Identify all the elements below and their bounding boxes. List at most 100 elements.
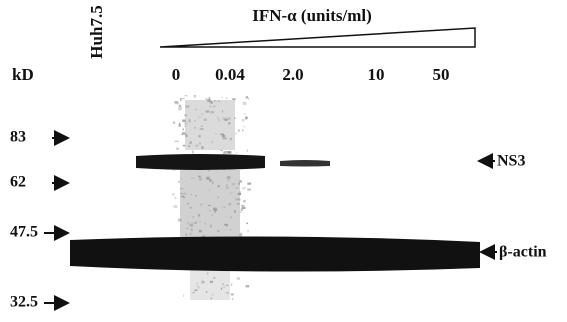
speckle <box>189 224 193 227</box>
speckle <box>244 113 246 114</box>
speckle <box>206 98 207 100</box>
marker-label: 32.5 <box>10 294 38 311</box>
speckle <box>230 138 232 140</box>
speckle <box>211 298 212 300</box>
speckle <box>182 119 186 122</box>
speckle <box>192 222 193 223</box>
speckle <box>228 117 231 120</box>
marker-label: 62 <box>10 174 26 191</box>
speckle <box>200 221 201 223</box>
speckle <box>217 117 218 120</box>
speckle <box>241 205 245 207</box>
speckle <box>194 222 197 224</box>
speckle <box>227 176 231 178</box>
speckle <box>232 298 233 300</box>
speckle <box>231 293 234 295</box>
speckle <box>222 110 223 112</box>
marker-label: 47.5 <box>10 224 38 241</box>
dose-wedge <box>160 28 475 47</box>
speckle <box>230 217 231 219</box>
speckle <box>185 95 188 96</box>
speckle <box>185 125 187 127</box>
lane-label: 50 <box>433 65 450 84</box>
speckle <box>220 134 224 135</box>
speckle <box>213 277 215 279</box>
marker-label: 83 <box>10 129 26 146</box>
speckle <box>237 199 240 201</box>
speckle <box>199 142 201 145</box>
speckle <box>218 101 221 102</box>
speckle <box>179 122 180 124</box>
speckle <box>226 185 228 186</box>
speckle <box>194 127 195 129</box>
speckle <box>246 223 248 224</box>
speckle <box>210 106 212 108</box>
speckle <box>187 222 188 224</box>
speckle <box>186 228 188 229</box>
speckle <box>231 283 232 286</box>
speckle <box>180 193 182 194</box>
speckle <box>212 141 213 144</box>
speckle <box>199 135 201 137</box>
speckle <box>228 122 230 125</box>
speckle <box>174 205 177 208</box>
speckle <box>183 294 184 297</box>
speckle <box>191 228 193 231</box>
speckle <box>235 198 236 201</box>
speckle <box>209 210 210 211</box>
marker-labels: 83 62 47.5 32.5 <box>10 129 68 311</box>
speckle <box>192 151 194 154</box>
speckle <box>218 119 220 121</box>
speckle <box>227 179 229 181</box>
speckle <box>180 178 182 180</box>
speckle <box>210 225 211 228</box>
unit-label: kD <box>12 65 34 84</box>
speckle <box>174 197 176 199</box>
speckle <box>230 229 231 230</box>
speckle <box>223 206 225 207</box>
speckle <box>238 193 241 195</box>
lane-label: 10 <box>368 65 385 84</box>
speckle <box>237 277 240 280</box>
lane-label: 0.04 <box>215 65 245 84</box>
speckle <box>247 189 251 191</box>
speckle <box>238 184 240 185</box>
speckle <box>247 183 251 185</box>
speckle <box>201 281 204 284</box>
speckle <box>222 97 223 98</box>
speckle <box>228 203 231 205</box>
speckle <box>193 292 195 293</box>
speckle <box>201 114 204 115</box>
speckle <box>189 141 191 144</box>
speckle <box>175 102 179 104</box>
speckle <box>194 290 197 291</box>
speckle <box>223 138 227 140</box>
speckle <box>183 145 186 147</box>
speckle <box>176 148 178 150</box>
speckle <box>206 177 209 180</box>
speckle <box>190 207 192 208</box>
speckle <box>232 183 235 186</box>
speckle <box>240 212 241 213</box>
speckle <box>206 291 208 293</box>
ns3-band-faint <box>280 160 330 167</box>
speckle <box>248 98 249 99</box>
speckle <box>201 146 203 149</box>
treatment-label: IFN-α (units/ml) <box>252 6 372 25</box>
speckle <box>188 145 190 147</box>
speckle <box>224 224 227 226</box>
speckle <box>244 126 246 127</box>
speckle <box>237 203 240 204</box>
speckle <box>194 95 196 97</box>
speckle <box>181 195 184 197</box>
speckle <box>246 285 250 287</box>
speckle <box>218 230 219 232</box>
speckle <box>222 283 223 284</box>
speckle <box>198 116 201 117</box>
speckle <box>184 122 187 124</box>
speckle <box>245 97 247 99</box>
speckle <box>205 110 209 112</box>
speckle <box>209 97 211 100</box>
lane-label: 2.0 <box>282 65 303 84</box>
speckle <box>195 109 196 111</box>
